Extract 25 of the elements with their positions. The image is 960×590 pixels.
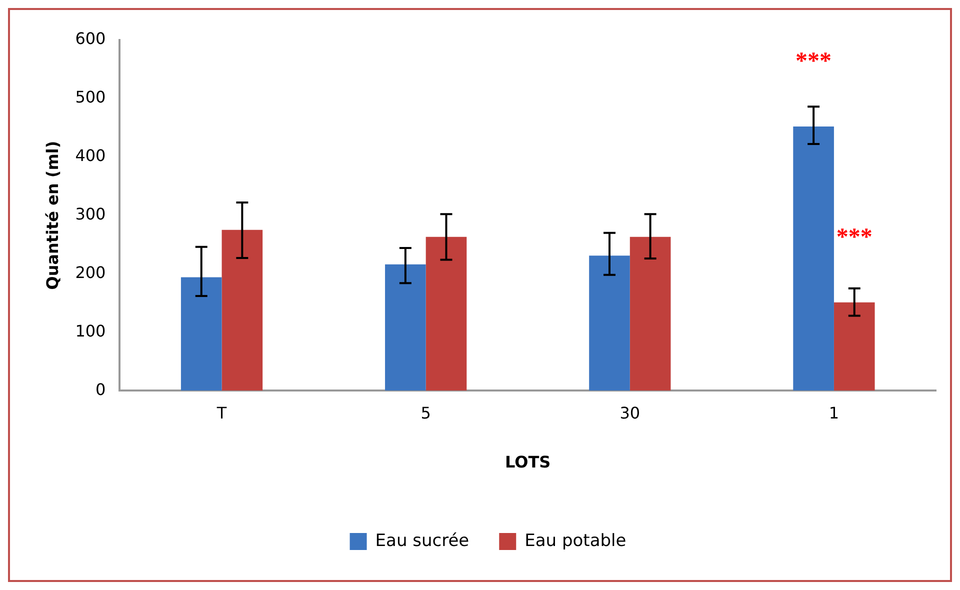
bar bbox=[222, 230, 263, 391]
y-tick-label: 500 bbox=[75, 88, 106, 107]
bar bbox=[630, 236, 671, 391]
annotation: *** bbox=[796, 48, 832, 75]
bar bbox=[834, 302, 875, 391]
y-tick-label: 300 bbox=[75, 204, 106, 224]
bar bbox=[180, 277, 222, 391]
bar bbox=[426, 236, 467, 391]
x-tick-label: 1 bbox=[828, 403, 840, 422]
y-tick-label: 100 bbox=[75, 321, 106, 340]
y-axis-title: Quantité en (ml) bbox=[42, 140, 62, 290]
bar bbox=[793, 126, 834, 391]
annotation: *** bbox=[836, 224, 872, 251]
x-tick-label: 30 bbox=[620, 403, 640, 422]
x-tick-label: 5 bbox=[420, 403, 431, 422]
bar bbox=[589, 256, 630, 391]
bar bbox=[385, 264, 426, 391]
legend-label: Eau potable bbox=[524, 530, 626, 551]
x-axis-title: LOTS bbox=[505, 452, 551, 472]
y-tick-label: 400 bbox=[75, 146, 106, 166]
y-tick-label: 600 bbox=[75, 29, 106, 48]
x-tick-label: T bbox=[216, 403, 227, 422]
y-tick-label: 200 bbox=[75, 262, 106, 282]
legend-label: Eau sucrée bbox=[375, 530, 470, 551]
y-tick-label: 0 bbox=[96, 380, 106, 399]
